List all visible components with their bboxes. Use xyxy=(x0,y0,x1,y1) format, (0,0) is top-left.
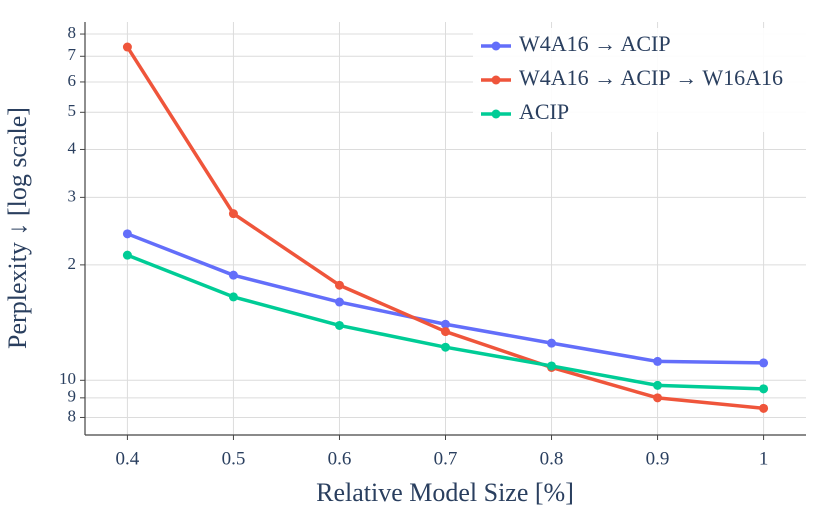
data-point xyxy=(334,280,344,290)
data-point xyxy=(334,320,344,330)
data-point xyxy=(547,361,557,371)
data-point xyxy=(228,209,238,219)
data-point xyxy=(547,338,557,348)
x-tick-label: 0.8 xyxy=(540,448,564,469)
y-tick-label: 2 xyxy=(68,254,77,273)
x-tick-label: 0.6 xyxy=(328,448,352,469)
data-point xyxy=(653,356,663,366)
legend-label: ACIP xyxy=(519,99,569,124)
x-tick-label: 0.5 xyxy=(222,448,246,469)
legend-marker xyxy=(491,109,501,119)
legend-marker xyxy=(491,41,501,51)
data-point xyxy=(441,342,450,352)
data-point xyxy=(228,292,238,302)
data-point xyxy=(228,270,238,280)
y-tick-label: 8 xyxy=(68,23,77,42)
data-point xyxy=(759,358,769,368)
y-tick-label: 6 xyxy=(68,71,77,90)
data-point xyxy=(653,393,663,403)
x-tick-label: 0.4 xyxy=(116,448,140,469)
legend-label: W4A16 → ACIP → W16A16 xyxy=(519,65,783,90)
y-tick-label: 4 xyxy=(68,138,77,157)
data-point xyxy=(759,384,769,394)
data-point xyxy=(122,250,132,260)
y-tick-label: 9 xyxy=(68,387,77,406)
y-tick-label: 7 xyxy=(68,45,77,64)
y-tick-label: 5 xyxy=(68,101,77,120)
y-tick-label: 8 xyxy=(68,406,77,425)
data-point xyxy=(122,229,132,239)
data-point xyxy=(334,297,344,307)
x-tick-label: 0.9 xyxy=(646,448,670,469)
legend-marker xyxy=(491,75,501,85)
data-point xyxy=(759,403,769,413)
y-axis-label: Perplexity ↓ [log scale] xyxy=(3,107,32,349)
x-axis-label: Relative Model Size [%] xyxy=(316,478,574,507)
y-tick-label: 10 xyxy=(59,369,76,388)
data-point xyxy=(441,327,450,337)
legend-box xyxy=(473,28,806,132)
data-point xyxy=(441,319,450,329)
legend: W4A16 → ACIP W4A16 → ACIP → W16A16 ACIP xyxy=(473,28,806,132)
x-tick-label: 0.7 xyxy=(434,448,458,469)
data-point xyxy=(122,42,132,52)
data-point xyxy=(653,380,663,390)
x-tick-label: 1 xyxy=(759,448,769,469)
legend-label: W4A16 → ACIP xyxy=(519,31,671,56)
y-tick-label: 3 xyxy=(68,186,77,205)
